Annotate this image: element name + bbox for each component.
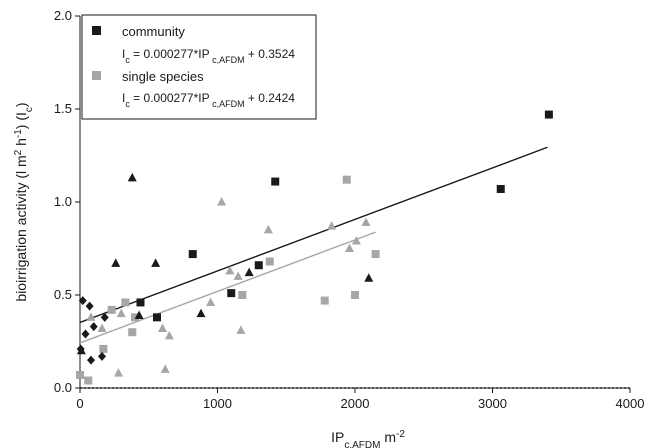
data-point-triangle [236,325,246,334]
data-point-triangle [345,243,354,252]
data-point-triangle [351,236,361,245]
data-point-square [153,313,161,322]
legend-equation-single-species: Ic = 0.000277*IP c,AFDM + 0.2424 [122,91,295,109]
data-point-square [107,305,116,314]
data-point-triangle [111,258,121,267]
data-point-square [99,344,108,353]
data-point-square [544,110,553,119]
y-tick-label: 2.0 [54,8,72,23]
x-tick-label: 2000 [341,396,370,411]
data-point-square [227,289,236,298]
data-point-triangle [196,308,206,318]
x-tick-label: 4000 [616,396,645,411]
data-point-triangle [86,312,96,321]
data-point-diamond [85,301,94,311]
data-point-diamond [89,322,98,332]
data-point-triangle [114,368,123,377]
data-point-triangle [76,369,86,379]
data-points [76,110,553,385]
data-point-triangle [233,271,243,280]
legend-label-single-species: single species [122,69,204,84]
data-point-square [265,257,274,266]
data-point-square [342,175,351,184]
x-tick-label: 1000 [203,396,232,411]
legend-label-community: community [122,24,185,39]
data-point-triangle [164,330,174,340]
data-point-triangle [160,364,170,373]
data-point-diamond [81,329,90,339]
data-point-triangle [327,221,337,230]
data-point-triangle [127,172,137,182]
y-tick-label: 0.5 [54,287,72,302]
data-point-square [238,291,247,299]
data-point-diamond [98,351,106,361]
data-point-square [128,328,137,337]
data-point-triangle [116,308,126,318]
axes: 0 1000 2000 3000 4000 0.0 0.5 1.0 1.5 2.0 [54,8,645,411]
fit-lines [79,146,548,344]
data-point-square [136,298,145,307]
data-point-triangle [244,267,254,277]
data-point-triangle [361,217,371,226]
x-axis-label: IPc,AFDM m-2 [331,429,405,448]
y-tick-label: 1.0 [54,194,72,209]
data-point-diamond [78,296,87,306]
data-point-square [121,298,130,307]
legend: community Ic = 0.000277*IP c,AFDM + 0.35… [81,14,317,120]
data-point-diamond [100,312,109,322]
data-point-triangle [206,297,216,306]
legend-equation-community: Ic = 0.000277*IP c,AFDM + 0.3524 [122,47,295,65]
data-point-square [271,177,280,186]
legend-marker-single-species [92,71,101,80]
y-tick-label: 1.5 [54,101,72,116]
data-point-triangle [263,224,273,234]
data-point-triangle [158,323,167,332]
x-tick-label: 0 [76,396,83,411]
data-point-triangle [217,197,227,206]
y-tick-label: 0.0 [54,380,72,395]
data-point-triangle [97,323,107,332]
data-point-square [131,313,139,322]
data-point-square [188,250,197,259]
data-point-triangle [151,258,161,267]
fit-line-0 [79,146,548,324]
data-point-triangle [225,265,235,275]
data-point-diamond [76,344,85,354]
legend-box [81,14,317,120]
legend-marker-community [92,26,101,35]
data-point-triangle [364,273,374,282]
data-point-square [496,184,505,193]
data-point-diamond [87,355,95,365]
data-point-square [320,296,329,305]
fit-line-1 [79,231,376,344]
data-point-square [84,376,93,385]
data-point-square [351,291,359,299]
data-point-square [371,250,380,259]
x-tick-label: 3000 [478,396,507,411]
data-point-square [254,261,263,270]
data-point-triangle [134,310,144,319]
y-axis-label: bioirrigation activity (l m2 h-1) (Ic) [13,102,35,301]
